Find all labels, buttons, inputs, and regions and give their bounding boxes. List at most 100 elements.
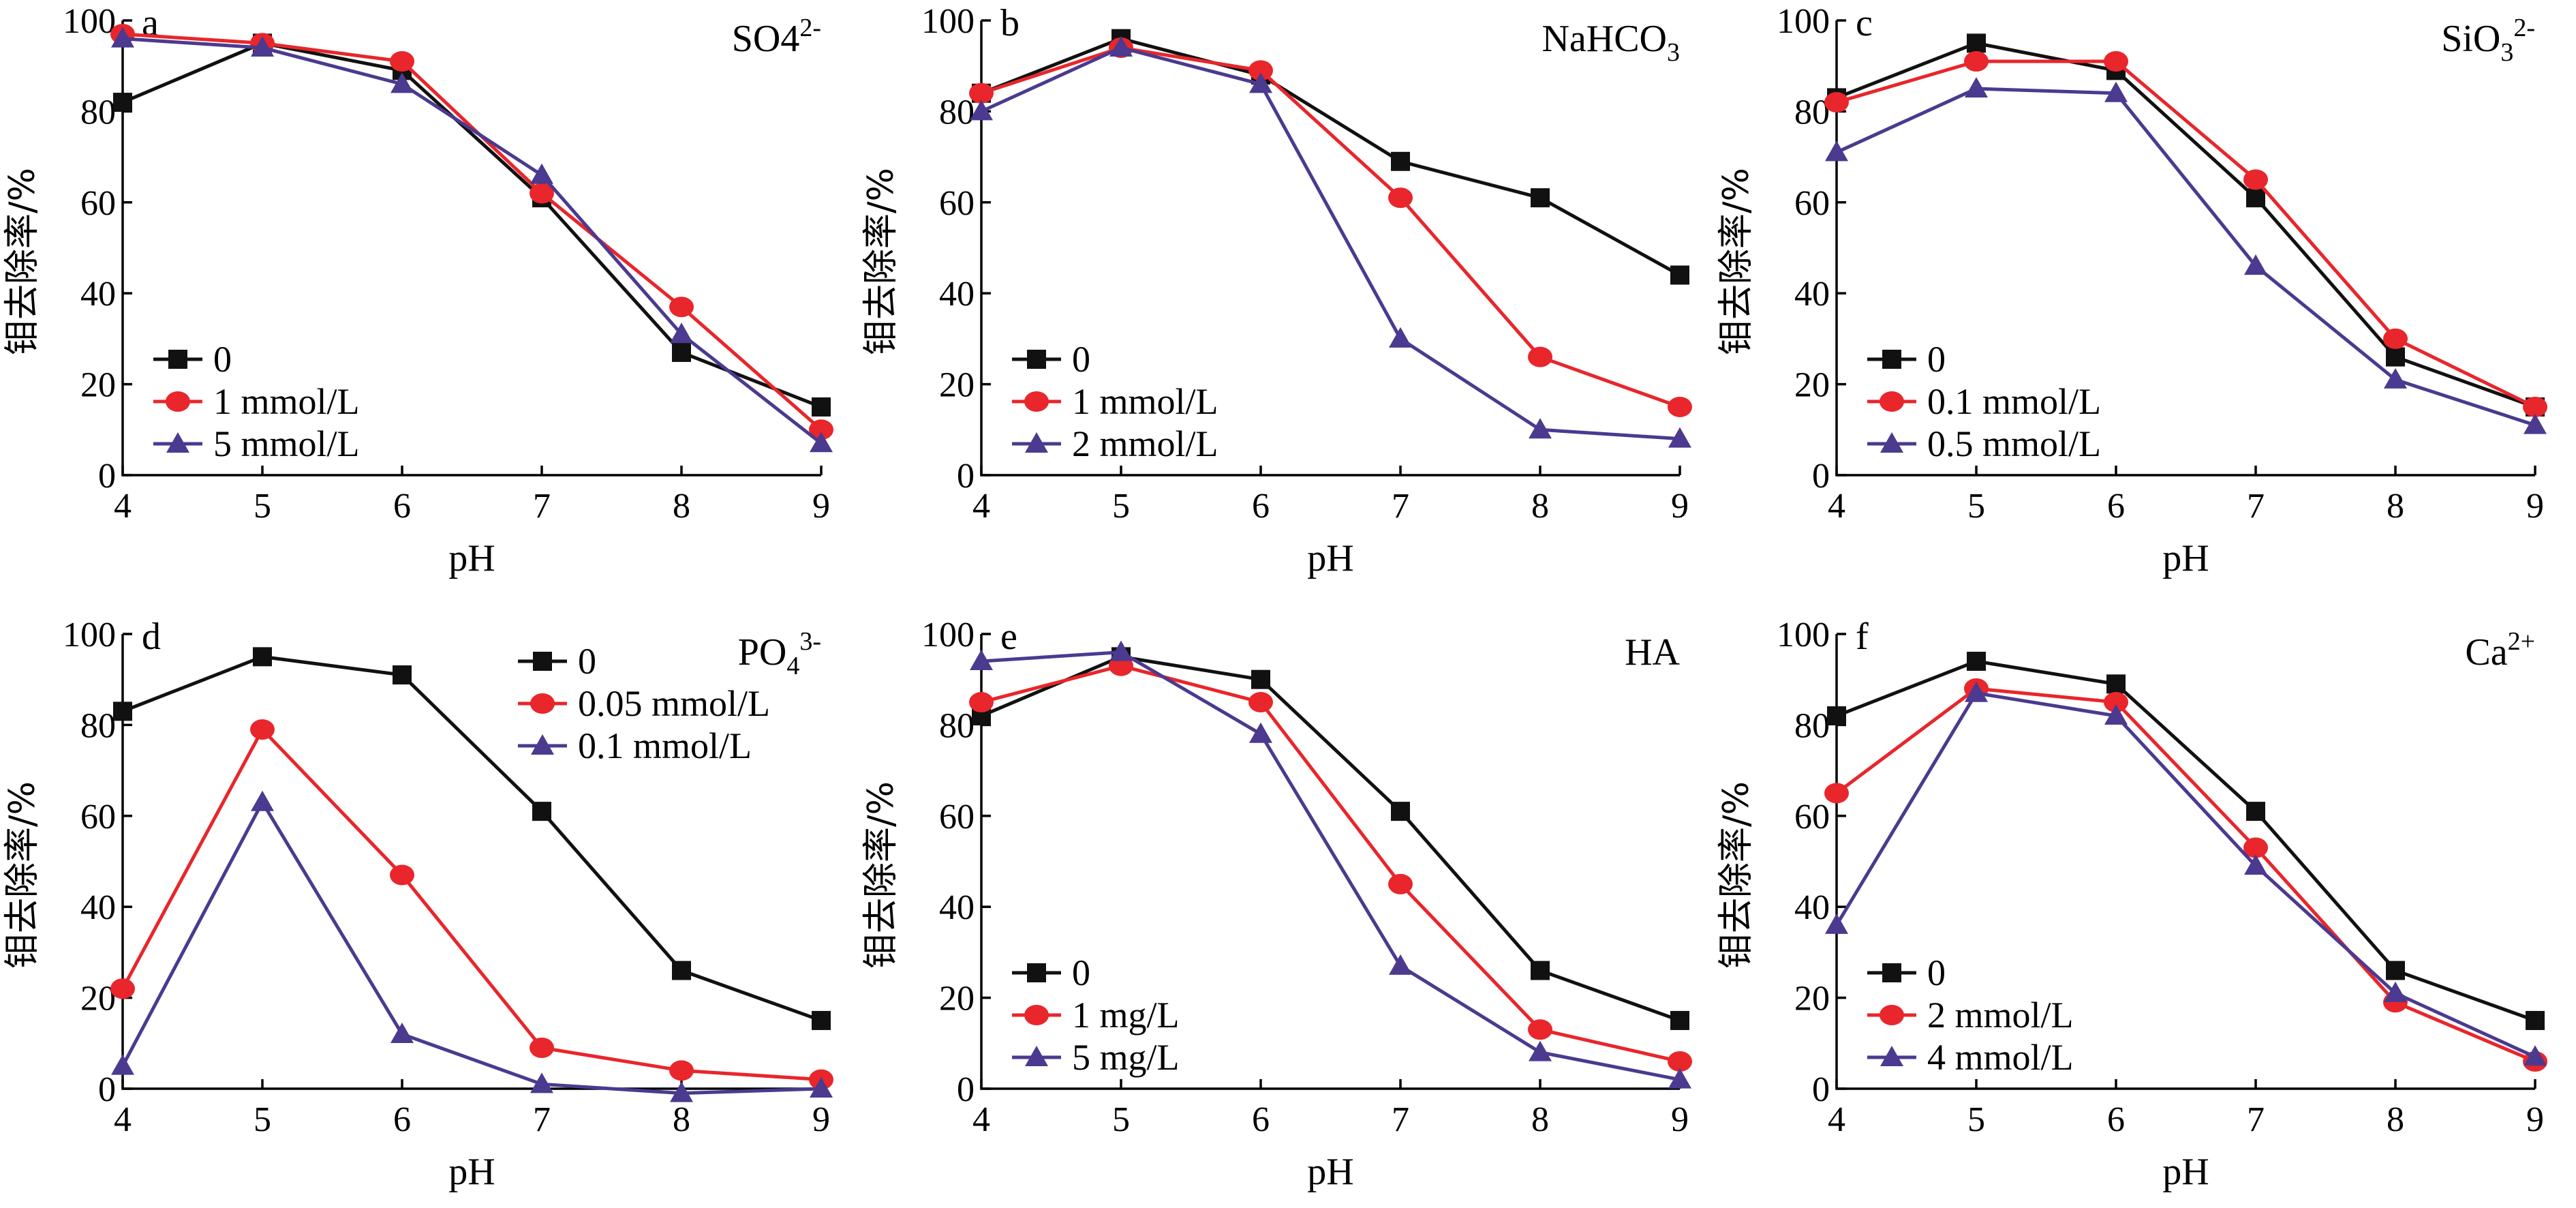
data-point: [2106, 674, 2126, 694]
data-point: [250, 719, 275, 740]
x-axis-title: pH: [448, 1151, 495, 1193]
legend-label: 0: [1072, 339, 1090, 380]
data-point: [2104, 51, 2128, 72]
x-tick-label: 6: [2107, 1100, 2125, 1139]
data-point: [969, 82, 994, 104]
legend-label: 5 mmol/L: [213, 423, 360, 464]
x-tick-label: 7: [2247, 1100, 2265, 1139]
x-tick-label: 6: [393, 1100, 411, 1139]
x-tick-label: 8: [2387, 1100, 2404, 1139]
data-point: [1531, 961, 1550, 980]
data-point: [1825, 140, 1848, 162]
legend-label: 0: [578, 641, 596, 682]
data-point: [2524, 413, 2547, 434]
x-tick-label: 5: [254, 1100, 271, 1139]
data-point: [1251, 669, 1270, 689]
series-line: [981, 664, 1681, 1063]
panel-letter: f: [1856, 616, 1869, 658]
x-tick-label: 7: [533, 1100, 551, 1139]
panel-tag-base: SO4: [732, 18, 800, 60]
panel-tag: HA: [1625, 631, 1680, 674]
y-tick-label: 100: [1777, 2, 1830, 41]
legend-marker: [1027, 350, 1046, 369]
data-point: [1389, 954, 1412, 975]
data-point: [669, 1060, 694, 1081]
y-tick-label: 100: [921, 616, 975, 654]
data-point: [1248, 692, 1273, 713]
data-point: [2523, 396, 2547, 417]
panel-tag-base: Ca: [2465, 631, 2507, 674]
legend: 01 mmol/L2 mmol/L: [1012, 339, 1218, 464]
x-tick-label: 9: [1671, 1100, 1689, 1139]
legend: 02 mmol/L4 mmol/L: [1867, 952, 2074, 1078]
legend-marker: [1025, 1046, 1048, 1066]
y-tick-label: 20: [1794, 980, 1830, 1018]
data-point: [2243, 837, 2268, 858]
data-point: [1531, 188, 1550, 208]
legend-marker: [1027, 963, 1046, 982]
series-line: [980, 46, 1681, 441]
x-tick-label: 9: [812, 1100, 830, 1139]
panel-letter: d: [142, 616, 161, 658]
y-tick-label: 40: [80, 888, 116, 927]
data-point: [810, 1077, 833, 1098]
y-tick-label: 0: [1812, 457, 1830, 496]
series-line: [1835, 87, 2536, 427]
x-tick-label: 4: [972, 1100, 990, 1139]
series-line: [981, 37, 1681, 277]
data-point: [1528, 346, 1552, 367]
data-point: [530, 1037, 554, 1058]
x-axis-title: pH: [1307, 537, 1353, 579]
data-point: [1388, 873, 1413, 894]
data-point: [970, 650, 993, 671]
panel-tag-base: PO: [738, 631, 787, 674]
x-axis-title: pH: [2162, 1151, 2209, 1193]
series-line: [981, 654, 1681, 1023]
data-point: [2104, 692, 2128, 713]
series-1: [1824, 51, 2547, 417]
x-tick-label: 5: [1967, 1100, 1985, 1139]
legend-label: 1 mmol/L: [213, 381, 360, 422]
legend: 00.1 mmol/L0.5 mmol/L: [1867, 339, 2101, 464]
data-point: [390, 864, 414, 886]
data-point: [669, 297, 694, 318]
series-line: [121, 726, 822, 1082]
data-point: [2104, 704, 2128, 725]
data-point: [812, 397, 831, 417]
data-point: [1965, 77, 1988, 98]
legend-label: 0: [1927, 339, 1946, 380]
y-tick-label: 60: [939, 184, 975, 223]
panel-tag-sup: 2-: [2513, 14, 2535, 42]
data-point: [1388, 187, 1413, 209]
legend: 01 mg/L5 mg/L: [1012, 952, 1180, 1078]
panel-tag: NaHCO3: [1542, 18, 1680, 67]
data-point: [810, 432, 833, 453]
series-2: [1825, 681, 2547, 1066]
data-point: [530, 1072, 553, 1093]
series-line: [122, 41, 822, 409]
legend: 01 mmol/L5 mmol/L: [153, 339, 360, 464]
x-tick-label: 9: [2526, 487, 2544, 526]
legend-label: 0.5 mmol/L: [1927, 423, 2101, 464]
y-tick-label: 100: [1777, 616, 1830, 654]
data-point: [2524, 1045, 2547, 1066]
data-point: [2244, 854, 2267, 875]
legend-label: 0: [1072, 952, 1090, 993]
y-axis-title: 钼去除率/%: [861, 168, 902, 355]
data-point: [393, 665, 412, 685]
legend-marker: [1024, 1005, 1049, 1025]
data-point: [1967, 33, 1986, 53]
legend-marker: [166, 432, 189, 453]
x-tick-label: 5: [1112, 1100, 1130, 1139]
data-point: [111, 27, 134, 48]
data-point: [809, 419, 833, 440]
data-point: [1824, 783, 1849, 804]
x-tick-label: 7: [1392, 1100, 1409, 1139]
y-tick-label: 40: [1794, 275, 1830, 314]
y-tick-label: 80: [1794, 93, 1830, 132]
series-line: [981, 650, 1681, 1082]
legend-marker: [1882, 963, 1901, 982]
legend-label: 4 mmol/L: [1927, 1037, 2074, 1078]
